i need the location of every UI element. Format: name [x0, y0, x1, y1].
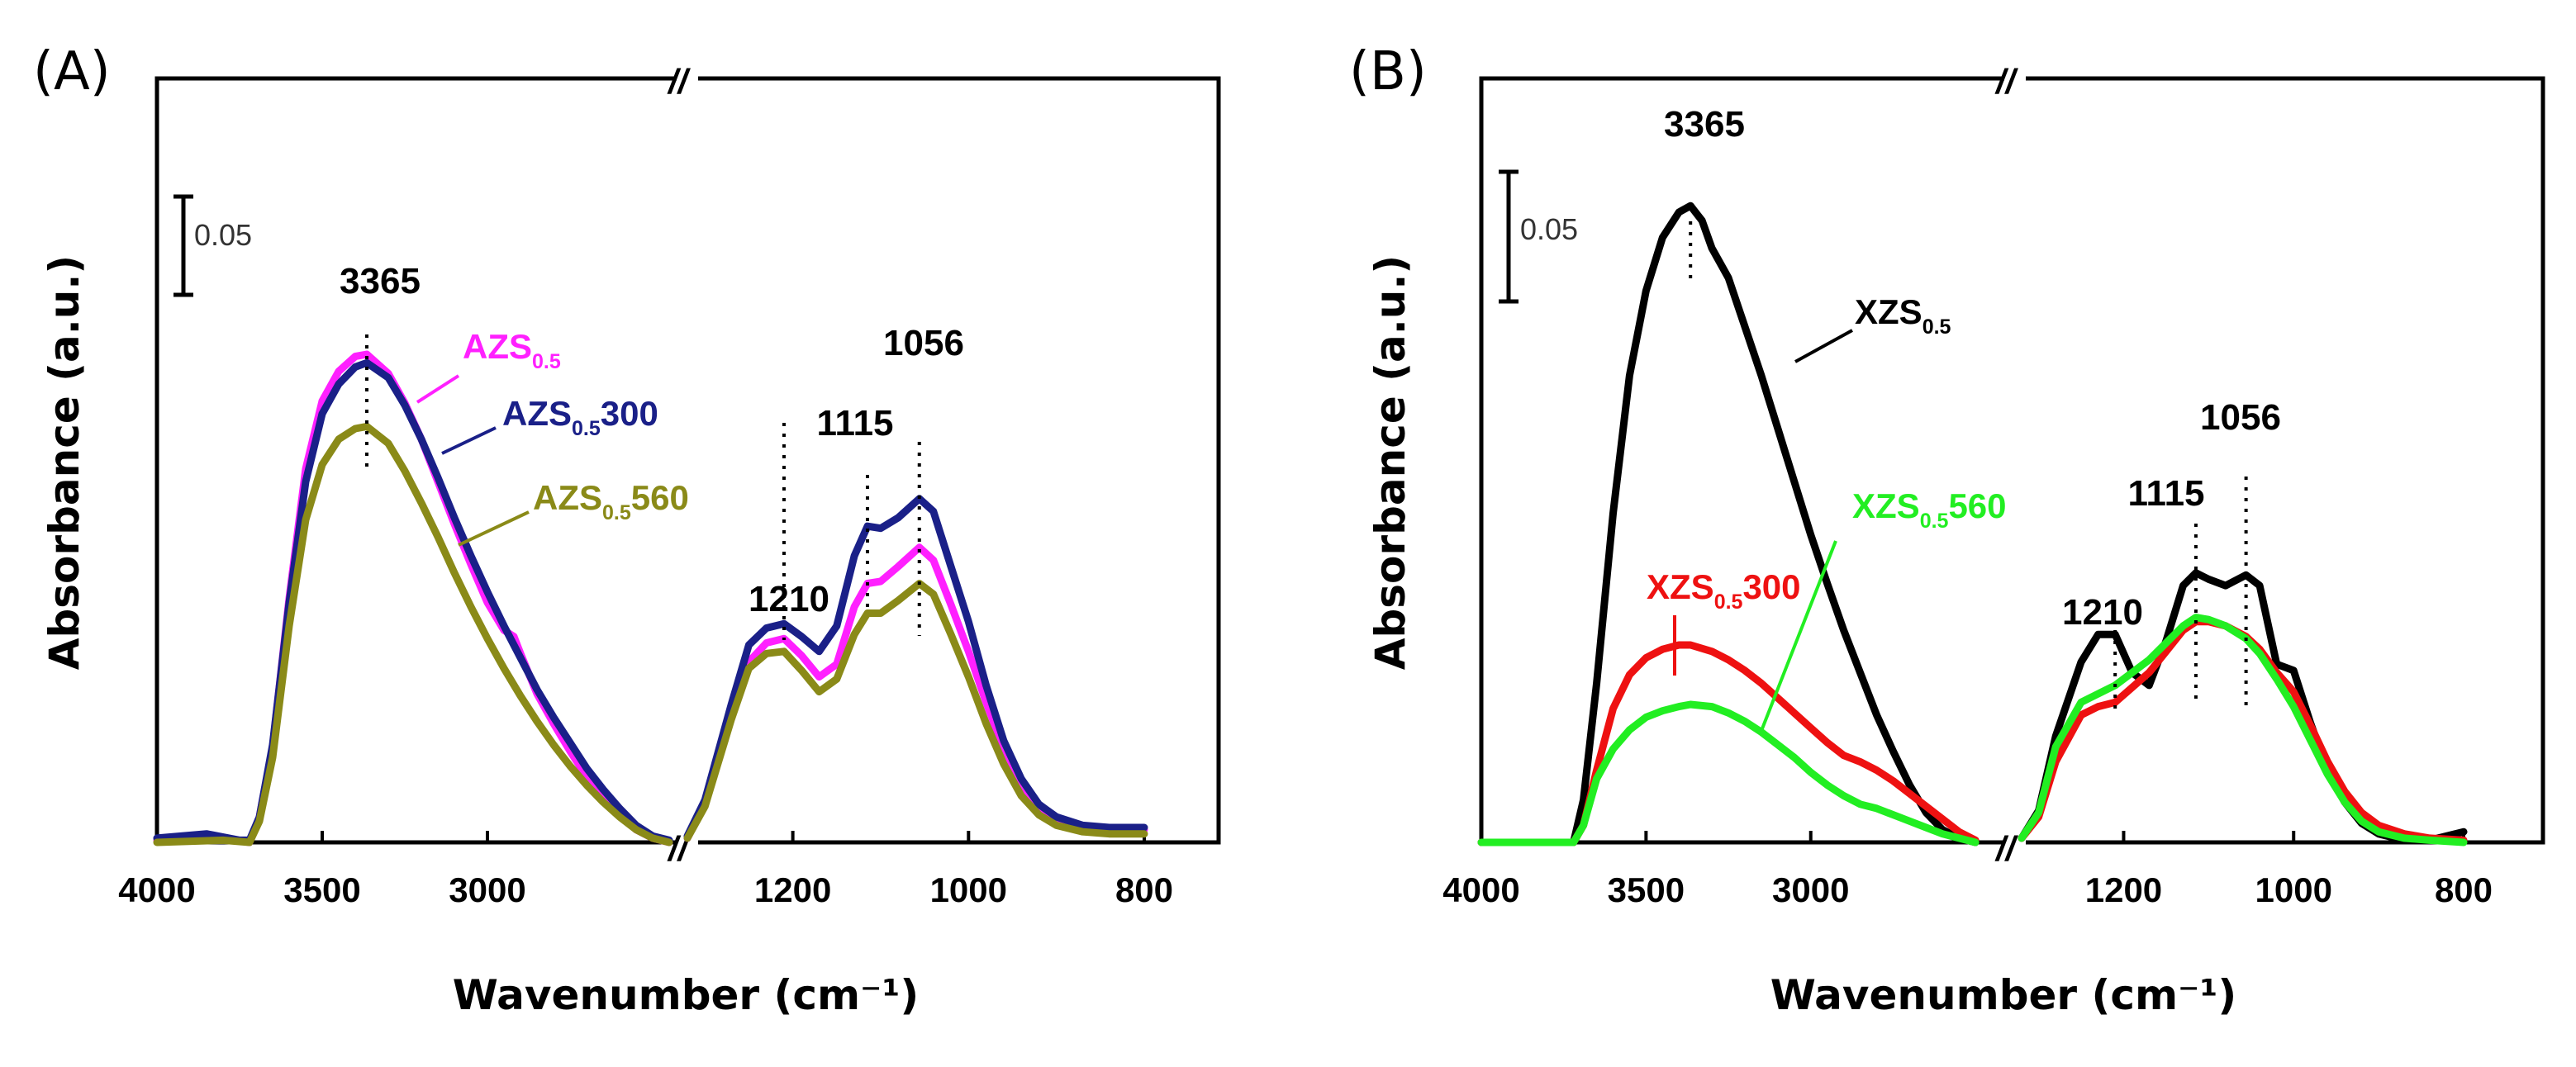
peak-label: 1115 — [816, 403, 893, 443]
series-label-arrow — [416, 374, 460, 404]
series-label-name: XZS — [1852, 486, 1920, 525]
series-label-subscript: 0.5 — [532, 350, 561, 373]
series-label-name: XZS — [1855, 292, 1922, 331]
series-label-subscript: 0.5 — [1922, 315, 1951, 339]
series-azs560 — [153, 422, 1148, 846]
series-xzs560 — [1477, 614, 2468, 846]
series-label-arrow — [458, 510, 530, 547]
scale-bar-label: 0.05 — [194, 218, 252, 252]
series-label-name: XZS — [1647, 567, 1714, 606]
series-label: XZS0.5 — [1855, 292, 1951, 339]
peak-label: 1210 — [749, 579, 829, 619]
series-label-name: AZS — [533, 478, 602, 517]
x-tick-label: 1200 — [2085, 870, 2162, 909]
panel-letter: (B) — [1349, 41, 1427, 102]
series-label: AZS0.5560 — [533, 478, 689, 524]
x-tick-label: 4000 — [1442, 870, 1519, 909]
series-label-subscript: 0.5 — [572, 417, 601, 440]
peak-label: 1056 — [883, 323, 964, 363]
series-line — [153, 422, 673, 846]
x-tick-label: 800 — [1115, 870, 1173, 909]
series-line — [1477, 700, 1980, 846]
series-line — [2018, 614, 2468, 846]
axis-break-top: // — [1994, 62, 2019, 101]
series-line — [1477, 641, 1980, 846]
axis-break-top: // — [667, 62, 692, 101]
series-label-name: AZS — [502, 394, 572, 433]
series-label-arrow — [1758, 540, 1837, 736]
series-label-suffix: 300 — [1742, 567, 1800, 606]
axis-break-gap-top — [2004, 74, 2026, 85]
series-label-suffix: 560 — [1948, 486, 2006, 525]
peak-label: 1210 — [2062, 592, 2143, 633]
x-axis-title: Wavenumber (cm⁻¹) — [453, 971, 919, 1019]
peak-label: 3365 — [340, 261, 421, 301]
peak-label: 1115 — [2127, 473, 2204, 514]
panel-letter: (A) — [33, 41, 111, 102]
series-line — [683, 580, 1148, 842]
plot-frame — [154, 76, 1221, 845]
x-axis-title: Wavenumber (cm⁻¹) — [1770, 971, 2236, 1019]
x-tick-label: 800 — [2435, 870, 2493, 909]
x-tick-label: 1200 — [754, 870, 831, 909]
series-label-arrow — [441, 426, 497, 455]
x-tick-label: 3500 — [1608, 870, 1685, 909]
x-tick-label: 3000 — [449, 870, 525, 909]
series-label-subscript: 0.5 — [602, 501, 631, 524]
series-label-arrow — [1794, 329, 1853, 363]
x-tick-label: 1000 — [930, 870, 1007, 909]
panel-a: ////(A)4000 3500 3000 1200 1000 800Wavenumber… — [33, 41, 1221, 1019]
series-label-subscript: 0.5 — [1920, 510, 1949, 533]
x-tick-label: 4000 — [118, 870, 195, 909]
scale-bar: 0.05 — [1499, 169, 1578, 304]
series-line — [683, 495, 1148, 840]
peak-label: 1056 — [2200, 397, 2281, 438]
x-tick-label: 3500 — [283, 870, 360, 909]
series-line — [1477, 202, 1980, 846]
axis-break-bottom: // — [1994, 829, 2019, 868]
series-label-suffix: 560 — [631, 478, 689, 517]
series-label-name: AZS — [463, 327, 532, 366]
series-label: AZS0.5 — [463, 327, 561, 373]
series-label: XZS0.5300 — [1647, 567, 1801, 614]
y-axis-title: Absorbance (a.u.) — [40, 255, 88, 670]
scale-bar-label: 0.05 — [1520, 212, 1578, 246]
series-label-suffix: 300 — [601, 394, 658, 433]
x-tick-label: 3000 — [1772, 870, 1849, 909]
x-tick-label: 1000 — [2255, 870, 2332, 909]
peak-label: 3365 — [1664, 104, 1745, 145]
axis-break-gap-top — [677, 74, 698, 85]
panel-b: // // (B) 4000 3500 3000 1200 1000 800 Wavenumber… — [1349, 41, 2545, 1019]
series-azs300 — [153, 358, 1148, 844]
y-axis-title: Absorbance (a.u.) — [1366, 255, 1414, 670]
plot-frame — [1479, 76, 2545, 845]
series-label-subscript: 0.5 — [1714, 590, 1743, 614]
series-label: XZS0.5560 — [1852, 486, 2007, 533]
series-label: AZS0.5300 — [502, 394, 658, 440]
scale-bar: 0.05 — [173, 194, 252, 297]
